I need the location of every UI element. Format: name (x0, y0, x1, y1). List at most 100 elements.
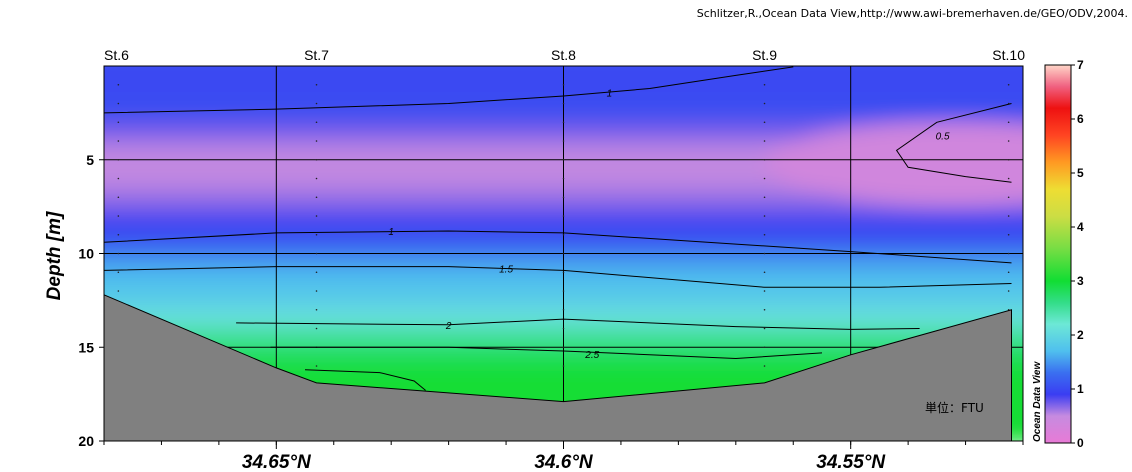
sample-point (763, 308, 766, 311)
station-label: St.10 (992, 47, 1025, 63)
sample-point (763, 271, 766, 274)
sample-point (763, 196, 766, 199)
sample-point (763, 215, 766, 217)
sample-point (117, 196, 120, 199)
contour-label: 1 (607, 88, 613, 99)
sample-point (562, 215, 565, 217)
sample-point (763, 83, 766, 86)
sample-point (117, 158, 120, 161)
station-sample-line (763, 83, 766, 367)
colorbar-scale (1044, 64, 1072, 444)
y-tick-label: 20 (78, 433, 94, 449)
sample-point (1007, 233, 1010, 236)
sample-point (763, 290, 766, 292)
contour-line (236, 318, 920, 330)
sample-point (1007, 290, 1010, 292)
sample-point (1007, 177, 1010, 180)
sample-point (117, 121, 120, 124)
contour-line (104, 66, 794, 114)
sample-point (562, 252, 565, 255)
contour-line (104, 230, 1012, 264)
station-labels: St.6 St.7 St.8 St.9 St.10 (104, 47, 1025, 63)
sample-point (1007, 140, 1010, 142)
low-value-region (764, 121, 1023, 206)
sample-point (315, 102, 318, 105)
sample-point (315, 252, 318, 255)
sample-point (763, 233, 766, 236)
sample-point (763, 252, 766, 255)
y-axis-ticks: 5 10 15 20 (78, 152, 104, 449)
contour-label: 2 (445, 321, 452, 332)
sample-point (117, 290, 120, 292)
sample-point (1007, 158, 1010, 161)
sample-point (763, 121, 766, 124)
contour-line (270, 346, 823, 360)
sample-point (117, 83, 120, 86)
sample-point (763, 102, 766, 105)
colorbar-tick-label: 6 (1077, 112, 1084, 126)
sample-point (315, 196, 318, 199)
contour-label: 2.5 (584, 350, 599, 361)
sample-point (763, 365, 766, 367)
sample-point (763, 327, 766, 330)
sample-point (562, 158, 565, 161)
sample-point (1007, 121, 1010, 124)
colorbar: 0 1 2 3 4 5 6 7 (1044, 58, 1084, 450)
sample-point (315, 83, 318, 86)
contour-lines: 0.5 1 1 1.5 2 2.5 (104, 66, 1012, 391)
y-tick-label: 5 (86, 152, 94, 168)
section-plot: 0.5 1 1 1.5 2 2.5 (104, 66, 1023, 441)
colorbar-tick-label: 4 (1077, 220, 1084, 234)
sample-point (562, 140, 565, 142)
sample-point (315, 215, 318, 217)
colorbar-tick-label: 2 (1077, 328, 1084, 342)
sample-point (117, 102, 120, 105)
credit-text: Schlitzer,R.,Ocean Data View,http://www.… (697, 7, 1128, 20)
sample-point (763, 158, 766, 161)
sample-point (562, 196, 565, 199)
sample-point (1007, 271, 1010, 274)
odv-watermark: Ocean Data View (1032, 361, 1043, 442)
x-tick-label: 34.55°N (816, 452, 886, 472)
sample-point (315, 290, 318, 292)
contour-label: 1 (388, 227, 394, 238)
sample-point (117, 215, 120, 217)
sample-point (763, 346, 766, 349)
station-sample-lines (117, 83, 1010, 367)
sample-point (1007, 196, 1010, 199)
sample-point (315, 327, 318, 330)
sample-point (562, 365, 565, 367)
sample-point (562, 177, 565, 180)
colorbar-tick-label: 7 (1077, 58, 1084, 72)
colorbar-ticks: 0 1 2 3 4 5 6 7 (1071, 58, 1084, 450)
sample-point (562, 308, 565, 311)
contour-label: 1.5 (499, 265, 513, 276)
sample-point (315, 140, 318, 142)
sample-point (562, 271, 565, 274)
sample-point (562, 327, 565, 330)
x-tick-label: 34.6°N (534, 452, 594, 472)
station-sample-line (562, 83, 565, 367)
sample-point (315, 308, 318, 311)
x-axis-ticks: 34.65°N 34.6°N 34.55°N (103, 441, 1024, 472)
sample-point (562, 83, 565, 86)
sample-point (562, 121, 565, 124)
sample-point (1007, 252, 1010, 255)
sample-point (117, 252, 120, 255)
sample-point (1007, 83, 1010, 86)
seafloor-bottom (104, 294, 1012, 441)
station-label: St.8 (551, 47, 576, 63)
sample-point (315, 121, 318, 124)
y-axis-label: Depth [m] (44, 211, 65, 300)
colorbar-tick-label: 3 (1077, 274, 1084, 288)
y-tick-label: 15 (78, 339, 94, 355)
sample-point (763, 177, 766, 180)
sample-point (1007, 215, 1010, 217)
y-tick-label: 10 (78, 246, 94, 262)
colorbar-tick-label: 1 (1077, 382, 1084, 396)
contour-line (104, 266, 1012, 288)
sample-point (562, 102, 565, 105)
sample-point (315, 365, 318, 367)
sample-point (117, 140, 120, 142)
